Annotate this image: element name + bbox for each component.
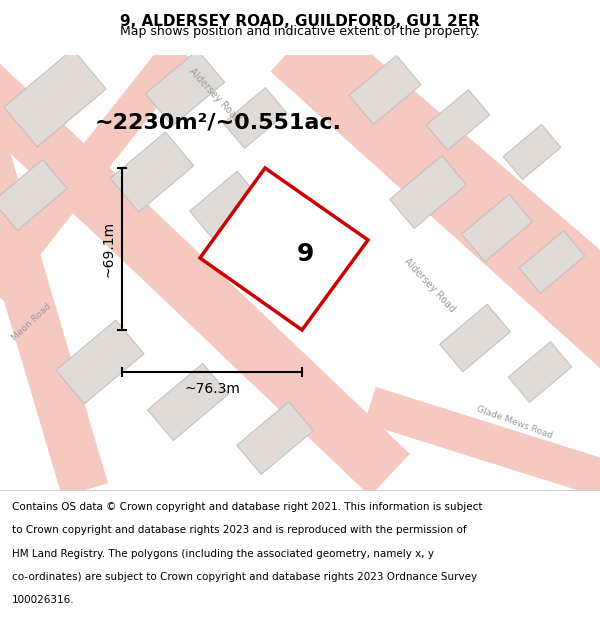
Polygon shape [190,171,260,239]
Polygon shape [364,387,600,508]
Polygon shape [508,342,572,402]
Polygon shape [56,320,144,404]
Text: 100026316.: 100026316. [12,595,74,605]
Polygon shape [110,132,194,212]
Polygon shape [329,37,600,303]
Text: co-ordinates) are subject to Crown copyright and database rights 2023 Ordnance S: co-ordinates) are subject to Crown copyr… [12,572,477,582]
Text: Aldersey Road: Aldersey Road [187,66,242,124]
Polygon shape [237,402,313,474]
Text: 9, ALDERSEY ROAD, GUILDFORD, GU1 2ER: 9, ALDERSEY ROAD, GUILDFORD, GU1 2ER [120,14,480,29]
Text: to Crown copyright and database rights 2023 and is reproduced with the permissio: to Crown copyright and database rights 2… [12,526,467,536]
Text: Meon Road: Meon Road [11,302,53,343]
Polygon shape [349,56,421,124]
Polygon shape [200,168,368,330]
Polygon shape [223,88,287,148]
Polygon shape [148,364,229,441]
Text: Glade Mews Road: Glade Mews Road [476,404,554,440]
Polygon shape [145,50,224,126]
Polygon shape [0,159,67,231]
Text: ~76.3m: ~76.3m [184,382,240,396]
Polygon shape [461,194,532,262]
Text: HM Land Registry. The polygons (including the associated geometry, namely x, y: HM Land Registry. The polygons (includin… [12,549,434,559]
Text: 9: 9 [297,242,314,266]
Text: Contains OS data © Crown copyright and database right 2021. This information is : Contains OS data © Crown copyright and d… [12,502,482,512]
Polygon shape [4,49,106,147]
Polygon shape [390,156,466,228]
Text: ~2230m²/~0.551ac.: ~2230m²/~0.551ac. [95,112,342,132]
Polygon shape [0,39,194,301]
Polygon shape [440,304,511,372]
Polygon shape [271,29,600,386]
Polygon shape [0,54,410,496]
Polygon shape [427,89,490,151]
Text: Aldersey Road: Aldersey Road [403,256,458,314]
Text: ~69.1m: ~69.1m [102,221,116,277]
Polygon shape [503,124,561,179]
Polygon shape [0,128,108,497]
Polygon shape [519,231,585,293]
Text: Map shows position and indicative extent of the property.: Map shows position and indicative extent… [120,26,480,39]
